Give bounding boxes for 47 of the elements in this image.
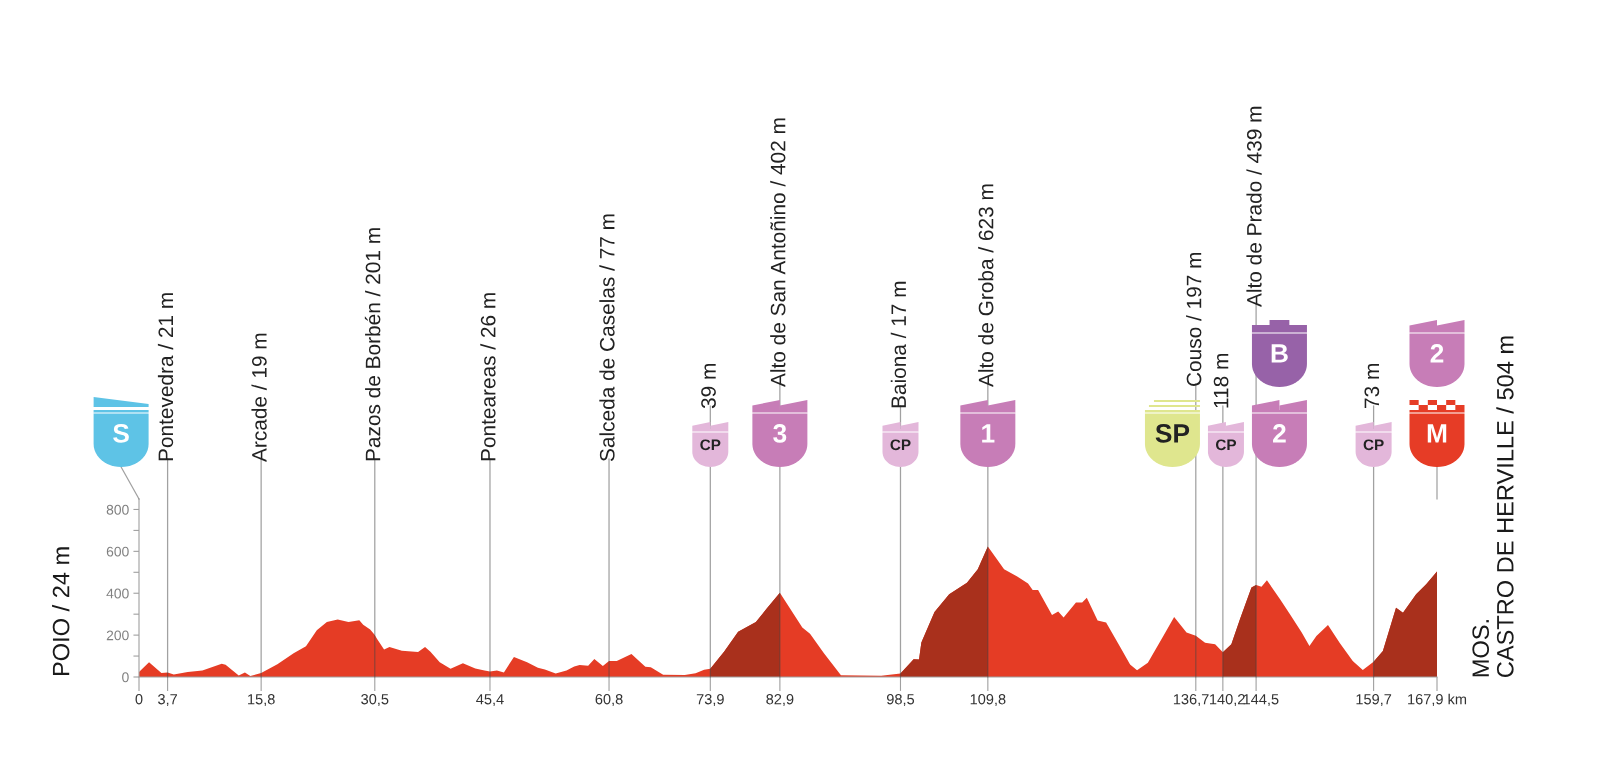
ref-line-label: Pontevedra / 21 m	[157, 293, 174, 461]
text: CP	[1363, 439, 1384, 451]
x-tick-label: 136,7	[1173, 694, 1209, 707]
ref-line-label: 39 m	[701, 364, 716, 409]
x-tick-label: 60,8	[595, 694, 623, 707]
x-tick-label: 3,7	[158, 694, 178, 707]
x-tick-label: 109,8	[970, 694, 1006, 707]
ref-line-label: Alto de Groba / 623 m	[978, 184, 994, 387]
x-tick-label: 82,9	[766, 694, 794, 707]
x-tick-label: 73,9	[696, 694, 724, 707]
text: M	[1427, 424, 1447, 443]
ref-line-label: 73 m	[1364, 364, 1380, 408]
x-tick-label: 167,9 km	[1408, 693, 1467, 707]
x-tick-label: 98,5	[886, 694, 915, 707]
text: CP	[890, 439, 911, 451]
text: 2	[1430, 344, 1444, 363]
ref-line-label: Ponteareas / 26 m	[480, 293, 496, 461]
x-tick-label: 140,2	[1210, 694, 1245, 707]
y-tick-label: 0	[122, 672, 129, 683]
x-tick-label: 30,5	[361, 694, 389, 707]
ref-line-label: Alto de Prado / 439 m	[1246, 106, 1262, 307]
ref-line-label: Couso / 197 m	[1186, 252, 1202, 386]
text: SP	[1155, 424, 1190, 443]
y-tick-label: 600	[106, 546, 129, 557]
ref-line-label: Salceda de Caselas / 77 m	[599, 214, 615, 462]
ref-line-label: 118 m	[1213, 354, 1229, 408]
ref-line-label: Baiona / 17 m	[890, 281, 907, 408]
y-tick-label: 400	[106, 588, 129, 599]
text: 2	[1273, 424, 1286, 443]
y-tick-label: 200	[106, 630, 129, 641]
text: 1	[982, 424, 995, 443]
text: CP	[1215, 439, 1237, 451]
text: S	[113, 424, 129, 443]
x-tick-label: 144,5	[1243, 694, 1279, 707]
y-axis-title: POIO / 24 m	[52, 547, 70, 676]
x-tick-label: 0	[135, 694, 143, 705]
ref-line-label: Pazos de Borbén / 201 m	[364, 228, 381, 461]
x-tick-label: 45,4	[476, 694, 504, 707]
x-tick-label: 15,8	[248, 694, 275, 707]
text: B	[1271, 344, 1288, 363]
ref-line-label: Arcade / 19 m	[251, 333, 267, 462]
x-tick-label: 159,7	[1356, 694, 1392, 707]
annotation: MOS. CASTRO DE HERVILLE / 504 m	[1472, 336, 1514, 678]
text: 3	[773, 424, 787, 443]
y-tick-label: 800	[106, 504, 129, 515]
text: CP	[700, 439, 721, 451]
ref-line-label: Alto de San Antoñino / 402 m	[770, 118, 786, 387]
